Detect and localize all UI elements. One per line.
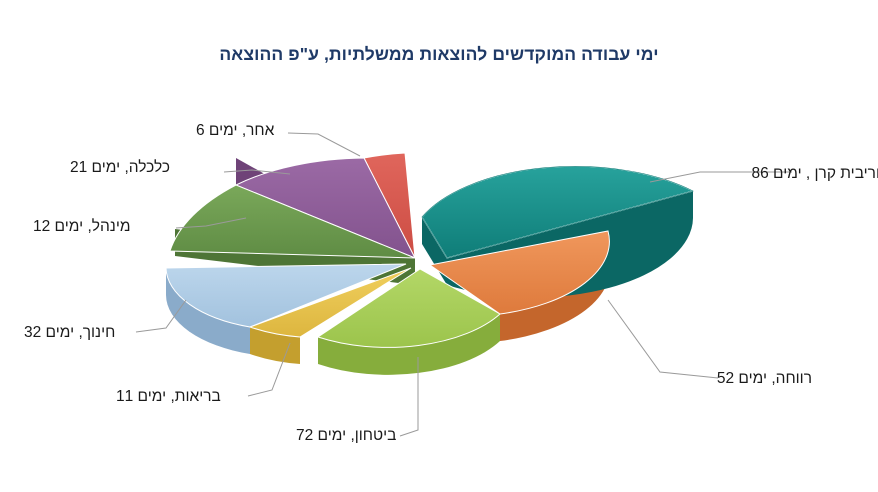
pie-slice-bitahon[interactable] (316, 268, 501, 348)
pie-label-kalkala: כלכלה, ימים 12 (70, 159, 171, 176)
leader-line-minhal (175, 217, 247, 229)
leader-line-revaha (607, 299, 719, 379)
leader-line-briut (247, 342, 291, 397)
leader-lines (135, 132, 792, 437)
pie-slice-hinuch[interactable] (165, 263, 407, 328)
chart-title: ימי עבודה המוקדשים להוצאות ממשלתיות, ע"פ… (219, 44, 659, 64)
leader-line-acher (287, 132, 361, 157)
pie-label-bitahon: ביטחון, ימים 27 (296, 427, 397, 444)
leader-line-bitahon (399, 357, 419, 437)
pie-slice-revaha[interactable] (428, 230, 610, 315)
pie-slice-kalkala[interactable] (234, 157, 417, 259)
pie-slices (165, 152, 695, 348)
pie-label-minhal: מינהל, ימים 21 (33, 218, 131, 235)
pie-label-keren: וריבית קרן , ימים 68 (751, 165, 878, 182)
leader-line-keren (649, 171, 792, 183)
pie-label-acher: אחר, ימים 6 (196, 122, 275, 139)
pie-label-briut: בריאות, ימים 11 (116, 388, 221, 405)
pie-slice-minhal[interactable] (169, 184, 416, 259)
pie-label-hinuch: חינוך, ימים 23 (24, 324, 116, 341)
leader-line-hinuch (135, 299, 187, 333)
pie-label-revaha: רווחה, ימים 25 (716, 370, 812, 387)
pie-slice-briut[interactable] (248, 267, 412, 338)
leader-line-kalkala (223, 169, 291, 175)
